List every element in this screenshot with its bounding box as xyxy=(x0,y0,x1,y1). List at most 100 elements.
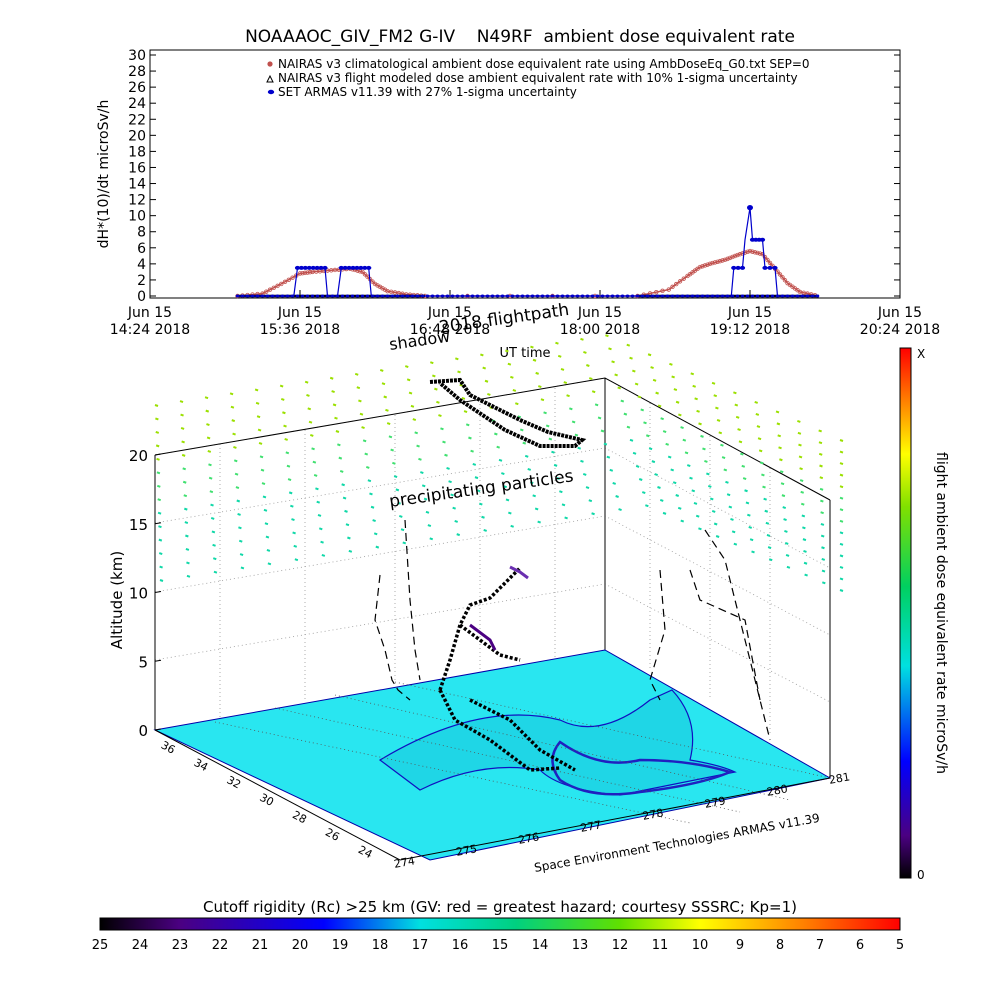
particle-dash xyxy=(757,437,762,441)
particle-dash xyxy=(406,378,411,382)
particle-dash xyxy=(293,544,298,548)
series-armas-baseline xyxy=(770,294,775,298)
legend-marker-armas xyxy=(267,89,275,95)
particle-dash xyxy=(157,511,162,515)
colorbar-bottom-tick-label: 19 xyxy=(332,938,349,953)
particle-dash xyxy=(818,452,823,456)
particle-dash xyxy=(775,410,780,414)
series-armas-baseline xyxy=(575,294,580,298)
particle-dash xyxy=(548,437,553,441)
particle-dash xyxy=(691,489,696,493)
particle-dash xyxy=(591,390,596,394)
colorbar-bottom-tick-label: 16 xyxy=(452,938,469,953)
particle-dash xyxy=(784,530,788,533)
particle-dash xyxy=(517,415,522,419)
series-armas-line xyxy=(237,207,819,297)
series-armas-baseline xyxy=(335,294,340,298)
colorbar-bottom-tick-label: 17 xyxy=(412,938,429,953)
particle-dash xyxy=(749,538,754,542)
particle-dash xyxy=(818,441,823,445)
particle-dash xyxy=(237,512,241,516)
series-armas-baseline xyxy=(750,294,755,298)
particle-dash xyxy=(767,546,772,549)
particle-dash xyxy=(617,386,622,390)
latitude-tick-label: 34 xyxy=(192,756,210,774)
series-armas-point xyxy=(350,265,356,270)
particle-dash xyxy=(230,405,235,409)
particle-dash xyxy=(304,380,309,384)
particle-dash xyxy=(418,457,422,461)
series-armas-point xyxy=(346,265,352,270)
particle-dash xyxy=(626,343,631,347)
particle-dash xyxy=(482,366,487,370)
particle-dash xyxy=(720,443,724,447)
series-nairas-clim-point xyxy=(307,270,313,275)
colorbar-bottom-tick-label: 14 xyxy=(532,938,549,953)
series-armas-baseline xyxy=(445,294,450,298)
particle-dash xyxy=(725,480,729,484)
series-armas-baseline xyxy=(585,294,590,298)
series-armas-baseline xyxy=(480,294,485,298)
particle-dash xyxy=(839,577,844,581)
series-nairas-clim-point xyxy=(750,249,755,254)
top-chart-series xyxy=(235,205,820,299)
y-tick-label: 18 xyxy=(128,144,146,160)
particle-dash xyxy=(571,420,576,424)
particle-dash xyxy=(505,498,510,502)
particle-dash xyxy=(761,473,765,477)
particle-dash xyxy=(632,369,636,373)
particle-dash xyxy=(344,509,348,513)
particle-dash xyxy=(183,494,188,498)
series-armas-baseline xyxy=(710,294,715,298)
particle-dash xyxy=(612,481,617,485)
x-tick-label-date: Jun 15 xyxy=(277,305,322,321)
particle-dash xyxy=(629,356,633,360)
particle-dash xyxy=(522,441,527,445)
colorbar-bottom: Cutoff rigidity (Rc) >25 km (GV: red = g… xyxy=(92,898,904,953)
x-tick-label-date: Jun 15 xyxy=(877,305,922,321)
top-chart-ylabel: dH*(10)/dt microSv/h xyxy=(96,100,112,249)
series-armas-point xyxy=(314,265,320,270)
series-armas-baseline xyxy=(740,294,745,298)
particle-dash xyxy=(671,375,675,379)
particle-dash xyxy=(457,370,461,374)
colorbar-bottom-tick-label: 18 xyxy=(372,938,389,953)
particle-dash xyxy=(665,442,669,446)
latitude-tick-label: 24 xyxy=(356,843,374,861)
series-armas-baseline xyxy=(785,294,790,298)
top-chart-frame xyxy=(149,49,901,299)
series-armas-baseline xyxy=(600,294,605,298)
series-armas-baseline xyxy=(690,294,695,298)
series-armas-baseline xyxy=(615,294,620,298)
series-armas-point xyxy=(731,265,737,270)
series-nairas-clim-point xyxy=(730,254,735,260)
particle-dash xyxy=(383,395,388,399)
particle-dash xyxy=(158,538,163,542)
particle-dash xyxy=(335,430,340,433)
particle-dash xyxy=(721,456,726,460)
flight-profile-dashed xyxy=(374,519,771,741)
particle-dash xyxy=(614,373,618,377)
particle-dash xyxy=(265,535,270,539)
particle-dash xyxy=(338,456,343,460)
particle-dash xyxy=(184,521,189,525)
particle-dash xyxy=(179,400,184,404)
particle-dash xyxy=(359,412,364,416)
particle-dash xyxy=(594,403,599,407)
particle-dash xyxy=(180,427,185,430)
particle-dash xyxy=(421,484,426,488)
series-armas-baseline xyxy=(315,294,320,298)
series-armas-baseline xyxy=(405,294,410,298)
particle-dash xyxy=(454,519,459,523)
particle-dash xyxy=(332,403,337,407)
series-armas-baseline xyxy=(790,294,795,298)
particle-dash xyxy=(512,389,517,392)
particle-dash xyxy=(785,553,790,557)
particle-dash xyxy=(768,558,773,562)
particle-dash xyxy=(706,472,710,476)
series-armas-point xyxy=(302,265,308,270)
series-armas-baseline xyxy=(520,294,525,298)
series-nairas-clim-point xyxy=(271,285,276,291)
particle-dash xyxy=(819,464,823,468)
particle-dash xyxy=(635,464,640,468)
